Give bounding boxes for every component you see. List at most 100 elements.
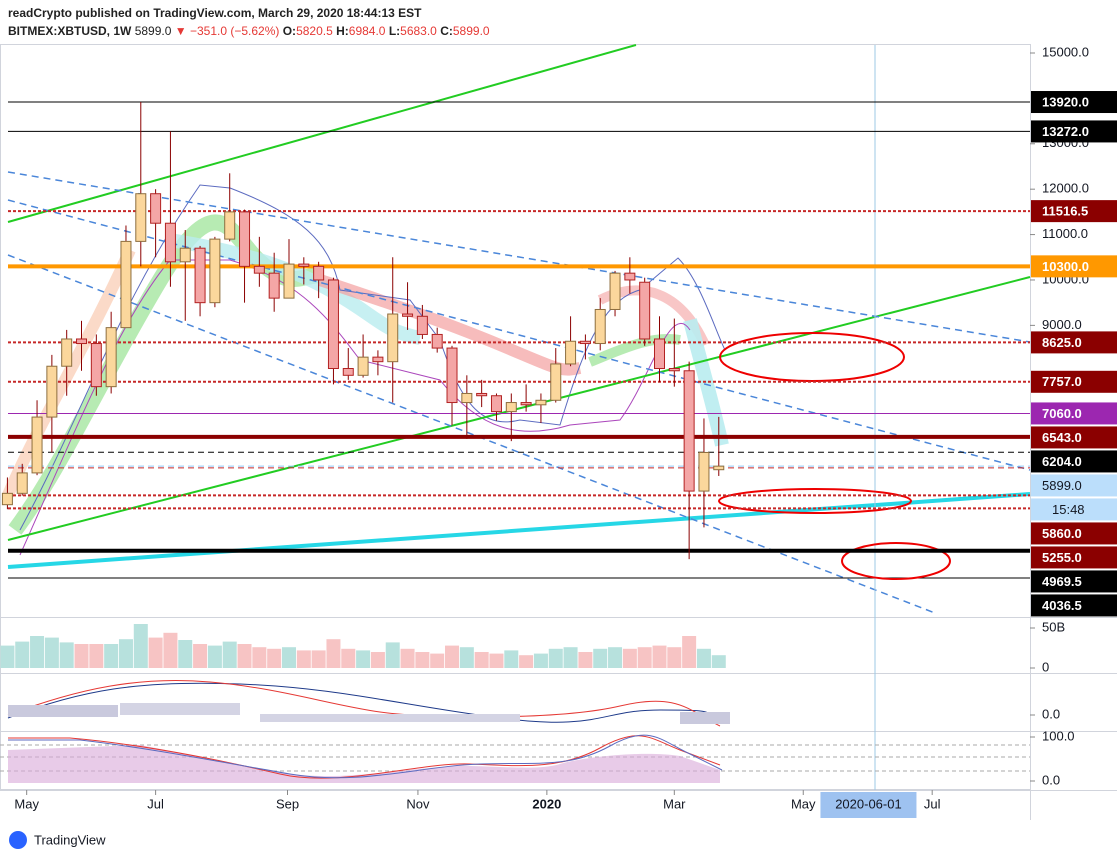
symbol: BITMEX:XBTUSD, 1W bbox=[8, 24, 132, 38]
volume-bar bbox=[430, 653, 445, 668]
trend-line bbox=[7, 254, 936, 614]
candle-body bbox=[520, 402, 532, 406]
candle-body bbox=[416, 315, 428, 335]
price-badge-label: 4036.5 bbox=[1042, 598, 1082, 613]
volume-bar bbox=[59, 642, 74, 668]
candle-body bbox=[431, 333, 443, 349]
change: −351.0 (−5.62%) bbox=[189, 24, 280, 38]
candle-body bbox=[342, 367, 354, 376]
price-badge-label: 13272.0 bbox=[1042, 124, 1089, 139]
volume-bar bbox=[563, 647, 578, 668]
macd-histogram bbox=[8, 705, 118, 717]
volume-bar bbox=[459, 647, 474, 668]
price-badge-label: 4969.5 bbox=[1042, 574, 1082, 589]
c: 5899.0 bbox=[452, 24, 490, 38]
volume-bar bbox=[593, 648, 608, 668]
x-tick-label: Nov bbox=[406, 796, 430, 811]
x-tick-label: Jul bbox=[924, 796, 941, 811]
volume-bar bbox=[400, 648, 415, 668]
y-tick-label: 9000.0 bbox=[1042, 317, 1082, 332]
candle-body bbox=[668, 367, 680, 372]
price-badge bbox=[1031, 402, 1117, 425]
price-badge bbox=[1031, 370, 1117, 393]
arrow: ▼ bbox=[174, 24, 187, 38]
date-highlight-label: 2020-06-01 bbox=[835, 796, 902, 811]
macd-histogram bbox=[260, 714, 520, 722]
volume-bar bbox=[311, 650, 326, 668]
price-badge-label: 6204.0 bbox=[1042, 454, 1082, 469]
volume-bar bbox=[519, 655, 534, 668]
price-badge-label: 8625.0 bbox=[1042, 335, 1082, 350]
candle-body bbox=[639, 281, 651, 340]
candle-body bbox=[609, 272, 621, 310]
y-tick-label: 100.0 bbox=[1042, 728, 1075, 743]
oscillators bbox=[0, 680, 1030, 783]
price-badge bbox=[1031, 546, 1117, 569]
price-badge-label: 5255.0 bbox=[1042, 550, 1082, 565]
logo bbox=[9, 831, 27, 849]
candle-body bbox=[357, 356, 369, 376]
volume-bar bbox=[133, 624, 148, 668]
drawings bbox=[2, 44, 1031, 790]
header: readCrypto published on TradingView.com,… bbox=[8, 4, 490, 40]
price-badge bbox=[1031, 474, 1117, 497]
volume-bar bbox=[548, 648, 563, 668]
candle-body bbox=[16, 472, 28, 494]
volume-bar bbox=[30, 636, 45, 668]
volume-bar bbox=[163, 632, 178, 668]
price-badge bbox=[1031, 594, 1117, 617]
volume-bar bbox=[267, 648, 282, 668]
volume-bar bbox=[0, 645, 15, 668]
volume-bar bbox=[118, 639, 133, 668]
candle-body bbox=[135, 193, 147, 242]
candle-body bbox=[461, 392, 473, 404]
countdown-label: 15:48 bbox=[1052, 502, 1085, 517]
trend-line bbox=[7, 199, 1031, 471]
volume-bar bbox=[533, 653, 548, 668]
countdown-badge bbox=[1031, 498, 1117, 521]
candle-body bbox=[550, 363, 562, 401]
volume-bar bbox=[385, 642, 400, 668]
y-tick-label: 12000.0 bbox=[1042, 181, 1089, 196]
ohlc-line: BITMEX:XBTUSD, 1W 5899.0 ▼ −351.0 (−5.62… bbox=[8, 22, 490, 40]
x-tick-label: Jul bbox=[147, 796, 164, 811]
candle-body bbox=[387, 313, 399, 363]
volume-bar bbox=[356, 650, 371, 668]
volume-bar bbox=[193, 644, 208, 668]
candle-body bbox=[624, 272, 636, 281]
macd-histogram bbox=[120, 703, 240, 715]
price-badge bbox=[1031, 255, 1117, 278]
price-badge bbox=[1031, 200, 1117, 223]
candle-body bbox=[476, 392, 488, 397]
candle-body bbox=[253, 265, 265, 274]
annotation-ellipse bbox=[719, 332, 905, 382]
candle-body bbox=[698, 451, 710, 492]
o-label: O: bbox=[282, 24, 297, 38]
candle-body bbox=[490, 395, 502, 413]
x-tick-label: Mar bbox=[663, 796, 686, 811]
price-badge-label: 7060.0 bbox=[1042, 406, 1082, 421]
candle-body bbox=[46, 365, 58, 418]
y-tick-label: 11000.0 bbox=[1042, 226, 1088, 241]
candle-body bbox=[164, 222, 176, 263]
macd-line bbox=[7, 682, 721, 723]
y-tick-label: 0.0 bbox=[1042, 772, 1060, 787]
macd-histogram bbox=[680, 712, 730, 724]
candle-body bbox=[505, 402, 517, 413]
rsi-line bbox=[8, 735, 721, 779]
volume-bar bbox=[696, 648, 711, 668]
volume-bar bbox=[207, 645, 222, 668]
candle-body bbox=[535, 399, 547, 406]
x-tick-label: May bbox=[791, 796, 816, 811]
price-badge bbox=[1031, 522, 1117, 545]
candle-body bbox=[1, 492, 13, 506]
candle-body bbox=[150, 193, 162, 224]
candle-body bbox=[224, 211, 236, 240]
volume-bar bbox=[341, 648, 356, 668]
volume-bar bbox=[489, 653, 504, 668]
l-label: L: bbox=[388, 24, 401, 38]
candle-body bbox=[298, 263, 310, 267]
volume-bar bbox=[104, 644, 119, 668]
